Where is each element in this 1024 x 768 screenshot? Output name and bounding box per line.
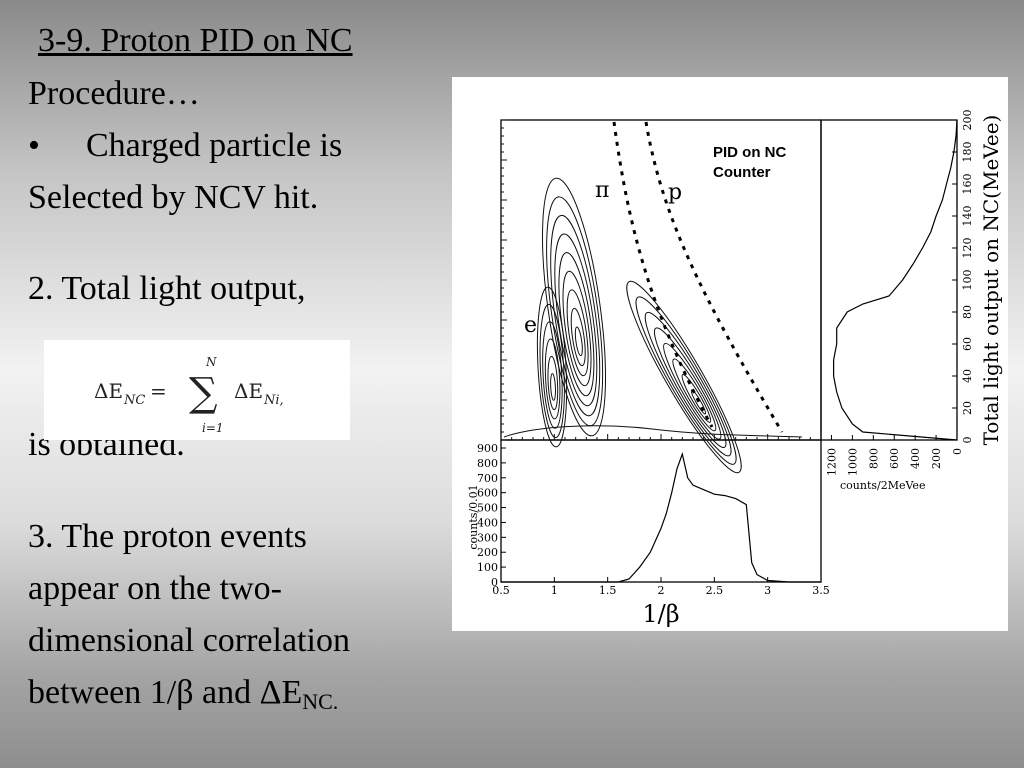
bullet-text-2: Selected by NCV hit. [28, 179, 319, 216]
proton-contour [644, 311, 732, 457]
right-ylabel: Total light output on NC(MeVee) [979, 115, 1003, 446]
lower-y-tick-label: 400 [477, 516, 498, 529]
formula-box: ΔE NC = N ∑ i=1 ΔE Ni, [44, 340, 350, 440]
right-y-tick-label: 80 [961, 305, 974, 319]
right-y-tick-label: 160 [961, 174, 974, 195]
right-y-tick-label: 40 [961, 369, 974, 383]
proton-contour [681, 374, 712, 423]
right-axes-group: 1200 1000 800 600 400 200 0 0 20 40 60 80 100 120 140 1… [825, 110, 974, 477]
pid-box-label-2: Counter [713, 164, 771, 181]
proton-contour [663, 342, 722, 440]
pi-cut-line [612, 121, 714, 428]
bullet-text: Charged particle is [86, 127, 343, 164]
right-x-tick-label: 400 [909, 448, 922, 469]
right-x-tick-label: 600 [888, 448, 901, 469]
right-y-tick-label: 180 [961, 142, 974, 163]
proton-contour [635, 296, 737, 465]
step3-line-4: between 1/β and ΔENC. [28, 674, 338, 715]
formula-sum-bottom: i=1 [202, 421, 224, 435]
proton-contour [672, 358, 717, 432]
lower-y-tick-label: 700 [477, 472, 498, 485]
lower-x-tick-label: 3.5 [812, 584, 830, 597]
electron-contour [550, 373, 556, 401]
lower-x-tick-label: 2.5 [706, 584, 724, 597]
step3-line-2: appear on the two- [28, 570, 282, 607]
lower-histogram-line [501, 451, 821, 583]
p-cut-line [644, 121, 784, 433]
formula-lhs: ΔE [94, 379, 123, 403]
lower-y-tick-label: 200 [477, 546, 498, 559]
right-x-tick-label: 800 [867, 448, 880, 469]
step3-last-sub: NC. [302, 689, 339, 714]
region-p-label: p [668, 180, 682, 205]
pion-contour [562, 270, 592, 387]
right-histogram-line [833, 119, 958, 441]
lower-y-tick-label: 300 [477, 531, 498, 544]
right-y-tick-label: 0 [961, 437, 974, 444]
lower-y-tick-label: 600 [477, 487, 498, 500]
electron-contour [539, 303, 565, 439]
lower-y-tick-label: 100 [477, 561, 498, 574]
lower-x-tick-label: 3 [764, 584, 771, 597]
right-x-tick-label: 1200 [825, 448, 838, 476]
lower-ylabel: counts/0.01 [467, 484, 480, 549]
proton-contour [626, 280, 742, 474]
right-y-tick-label: 20 [961, 401, 974, 415]
pion-contour [566, 289, 589, 377]
pion-contour [550, 214, 601, 417]
lower-y-tick-label: 800 [477, 457, 498, 470]
pion-contour [574, 326, 583, 357]
step3-last-prefix: between 1/β and ΔE [28, 674, 303, 711]
formula-sum-sign: ∑ [189, 370, 218, 416]
pion-contour [554, 233, 598, 407]
pid-box-label-1: PID on NC [713, 144, 786, 161]
lower-x-tick-label: 1.5 [599, 584, 617, 597]
procedure-heading: Procedure… [28, 75, 200, 112]
right-y-tick-label: 60 [961, 337, 974, 351]
formula-rhs: ΔE [234, 379, 263, 403]
lower-y-tick-label: 0 [491, 576, 498, 589]
step3-line-3: dimensional correlation [28, 622, 350, 659]
right-x-tick-label: 0 [951, 448, 964, 455]
lower-x-tick-label: 0.5 [492, 584, 510, 597]
step2-text: 2. Total light output, [28, 270, 306, 307]
slide-title: 3-9. Proton PID on NC [38, 22, 353, 59]
lower-x-tick-label: 2 [658, 584, 665, 597]
region-pi-label: π [595, 178, 609, 203]
right-y-tick-label: 140 [961, 206, 974, 227]
lower-y-tick-label: 500 [477, 502, 498, 515]
pion-contour [542, 177, 606, 437]
electron-contour [542, 321, 563, 429]
electron-contour [544, 338, 561, 420]
electron-contour [536, 286, 568, 448]
step3-line-1: 3. The proton events [28, 518, 307, 555]
formula-rhs-sub: Ni, [263, 393, 284, 408]
proton-contour [653, 327, 727, 449]
region-e-label: e [524, 313, 537, 338]
bullet-dot: • [28, 127, 40, 164]
electron-contour [547, 355, 559, 411]
right-y-tick-label: 200 [961, 110, 974, 131]
lower-x-tick-label: 1 [551, 584, 558, 597]
bullet-line: • Charged particle is [28, 127, 342, 165]
lower-panel-frame [500, 439, 822, 583]
formula-equals: = [150, 379, 167, 403]
right-y-tick-label: 100 [961, 270, 974, 291]
formula-svg: ΔE NC = N ∑ i=1 ΔE Ni, [94, 355, 284, 435]
right-panel-frame [820, 119, 958, 441]
formula-sum-top: N [205, 355, 217, 369]
pion-contour [570, 307, 586, 367]
pid-figure: PID on NC Counter π p e 0.5 1 1.5 2 2.5 3 3.5 0… [452, 77, 1008, 631]
lower-y-tick-label: 900 [477, 442, 498, 455]
right-x-tick-label: 200 [930, 448, 943, 469]
contour-group [500, 119, 822, 474]
right-y-tick-label: 120 [961, 238, 974, 259]
lower-xlabel: 1/β [642, 600, 679, 628]
right-xlabel: counts/2MeVee [840, 479, 925, 492]
contour-base [503, 425, 803, 438]
right-x-tick-label: 1000 [846, 448, 859, 476]
pid-figure-svg: PID on NC Counter π p e 0.5 1 1.5 2 2.5 3 3.50… [467, 110, 1003, 629]
formula-lhs-sub: NC [123, 393, 145, 408]
